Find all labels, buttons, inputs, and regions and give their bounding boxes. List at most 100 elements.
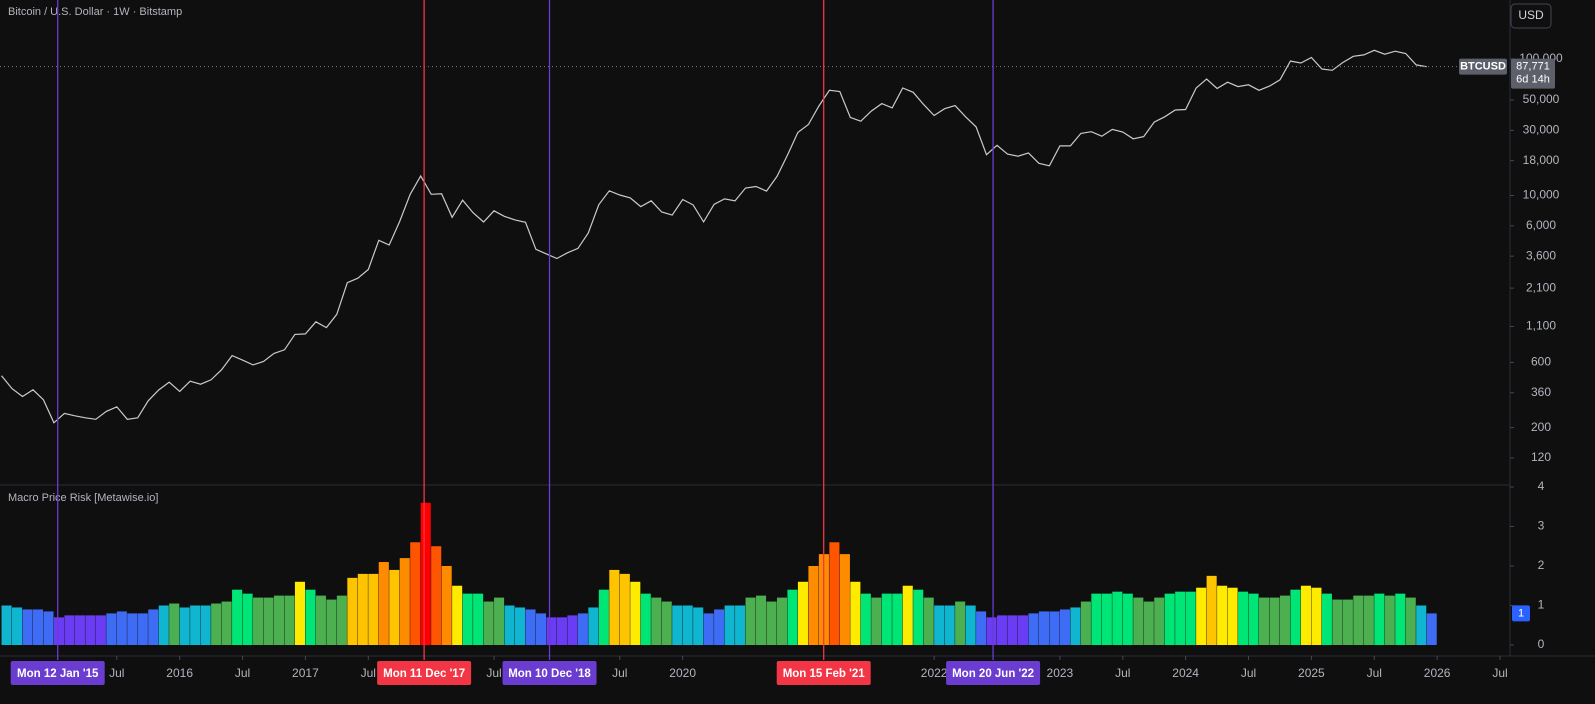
risk-bar <box>651 597 662 645</box>
risk-bar <box>724 605 735 645</box>
risk-bar <box>850 581 861 645</box>
x-tick-label: 2020 <box>669 666 696 680</box>
risk-bar <box>672 605 683 645</box>
last-value-tag <box>1512 605 1530 622</box>
y-tick-label: 2 <box>1538 558 1545 572</box>
risk-bar <box>1122 593 1133 645</box>
risk-bar <box>735 605 746 645</box>
risk-bar <box>253 597 264 645</box>
risk-bar <box>326 599 337 645</box>
risk-bar <box>1175 591 1186 645</box>
risk-bar <box>1258 597 1270 645</box>
price-tag <box>1511 58 1555 89</box>
risk-bar <box>787 589 798 645</box>
risk-bar <box>357 573 368 645</box>
y-tick-label: 1,100 <box>1526 319 1556 333</box>
risk-bar <box>1080 601 1091 645</box>
risk-bar <box>1091 593 1102 645</box>
risk-bar <box>1227 587 1238 645</box>
risk-bar <box>211 603 222 645</box>
risk-bar <box>944 605 955 645</box>
y-tick-label: 4 <box>1538 479 1545 493</box>
risk-bar <box>273 595 285 645</box>
y-tick-label: 600 <box>1531 355 1551 369</box>
risk-bar <box>43 611 54 645</box>
x-tick-label: Jul <box>486 666 501 680</box>
risk-bar <box>934 605 945 645</box>
risk-bar <box>74 615 85 645</box>
price-tag-label: 87,771 <box>1516 61 1550 73</box>
event-label: Mon 20 Jun '22 <box>952 668 1034 680</box>
risk-bar <box>284 595 295 645</box>
risk-bar <box>242 593 253 645</box>
x-tick-label: 2025 <box>1298 666 1325 680</box>
risk-bar <box>1342 599 1353 645</box>
risk-bar <box>714 609 725 645</box>
risk-bar <box>221 601 232 645</box>
risk-bar <box>378 562 389 645</box>
risk-bar <box>64 615 75 645</box>
y-tick-label: 18,000 <box>1523 153 1560 167</box>
y-tick-label: 0 <box>1538 637 1545 651</box>
x-tick-label: 2016 <box>166 666 193 680</box>
event-label-box <box>776 661 871 685</box>
chart-title: Bitcoin / U.S. Dollar · 1W · Bitstamp <box>8 6 182 18</box>
risk-bar <box>368 573 379 645</box>
risk-bar <box>158 605 169 645</box>
currency-button-label[interactable]: USD <box>1518 8 1544 22</box>
risk-bar <box>148 609 159 645</box>
x-tick-label: Jul <box>612 666 627 680</box>
risk-bar <box>294 581 306 645</box>
risk-bar <box>85 615 96 645</box>
risk-bar <box>305 589 316 645</box>
risk-bar <box>1405 597 1416 645</box>
risk-bar <box>190 605 201 645</box>
risk-bar <box>1028 613 1039 645</box>
y-tick-label: 6,000 <box>1526 218 1556 232</box>
risk-bar <box>661 601 672 645</box>
risk-bar <box>441 565 452 645</box>
risk-bar <box>871 597 882 645</box>
x-tick-label: Jul <box>235 666 250 680</box>
risk-bar <box>1143 601 1154 645</box>
currency-button[interactable] <box>1510 3 1552 29</box>
risk-bar <box>1154 597 1165 645</box>
risk-bar <box>22 609 33 645</box>
risk-bar <box>965 605 976 645</box>
risk-bar <box>766 601 777 645</box>
risk-bar <box>577 613 588 645</box>
risk-bar <box>1196 587 1207 645</box>
x-tick-label: 2017 <box>292 666 319 680</box>
risk-bar <box>32 609 44 645</box>
risk-bar <box>860 593 871 645</box>
marks <box>1 49 1437 645</box>
risk-bar <box>902 585 913 645</box>
risk-bar <box>535 613 547 645</box>
risk-bar <box>955 601 966 645</box>
y-tick-label: 3 <box>1538 519 1545 533</box>
event-label-box <box>946 661 1041 685</box>
risk-bar <box>682 605 693 645</box>
indicator-title: Macro Price Risk [Metawise.io] <box>8 492 158 504</box>
risk-bar <box>1300 585 1311 645</box>
x-tick-label: 2022 <box>921 666 948 680</box>
risk-bar <box>1164 593 1175 645</box>
risk-bar <box>797 581 808 645</box>
risk-bar <box>1269 597 1280 645</box>
risk-bar <box>494 597 505 645</box>
risk-bar <box>619 573 630 645</box>
risk-bar <box>95 615 106 645</box>
risk-bar <box>1059 609 1070 645</box>
y-tick-label: 200 <box>1531 420 1551 434</box>
risk-bar <box>829 542 840 645</box>
risk-bar <box>1426 613 1437 645</box>
risk-bar <box>567 615 578 645</box>
y-tick-label: 1 <box>1538 598 1545 612</box>
risk-bar <box>630 581 641 645</box>
event-label: Mon 12 Jan '15 <box>17 668 99 680</box>
countdown-label: 6d 14h <box>1516 74 1550 86</box>
risk-bar <box>1185 591 1196 645</box>
risk-bar <box>200 605 211 645</box>
